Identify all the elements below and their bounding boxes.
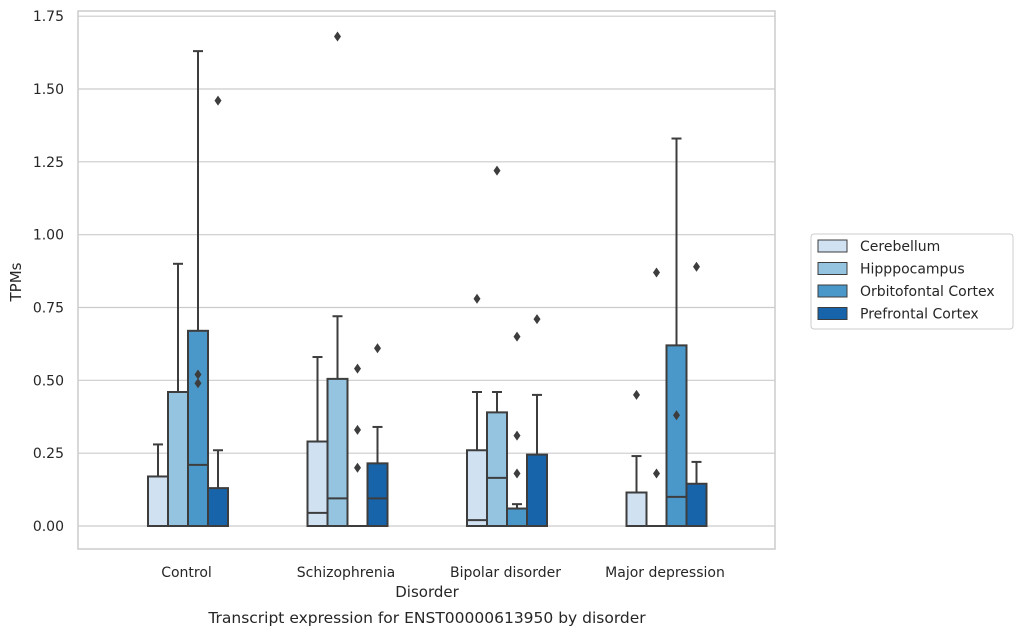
y-tick-label: 1.00	[33, 228, 64, 244]
box-iqr	[187, 329, 209, 527]
x-tick-label: Bipolar disorder	[450, 565, 561, 581]
box-cerebellum	[625, 389, 648, 528]
box-prefrontal-cortex	[366, 343, 389, 528]
outlier-point	[513, 468, 521, 479]
box-iqr	[665, 344, 688, 527]
outlier-point	[194, 378, 202, 389]
outlier-point	[513, 331, 521, 342]
box-cerebellum	[466, 293, 488, 527]
y-tick-label: 1.50	[33, 82, 64, 98]
x-tick-labels: Control Schizophrenia Bipolar disorder Majo…	[161, 565, 725, 581]
outlier-point	[673, 410, 680, 421]
legend: Cerebellum Hipppocampus Orbitofontal Corte…	[810, 233, 1014, 330]
y-tick-label: 0.50	[33, 373, 64, 389]
y-tick-label: 0.25	[33, 446, 64, 462]
chart-caption: Transcript expression for ENST0000061395…	[207, 609, 646, 627]
box-iqr	[685, 482, 708, 527]
box-iqr	[466, 449, 488, 527]
outlier-point	[214, 95, 222, 106]
box-iqr	[326, 377, 349, 528]
box-hipppocampus	[326, 31, 349, 528]
box-orbitofontal-cortex	[347, 363, 368, 527]
legend-label: Hipppocampus	[860, 262, 965, 278]
outlier-point	[374, 343, 381, 354]
legend-frame	[810, 233, 1014, 330]
box-iqr	[167, 390, 189, 527]
y-tick-label: 0.00	[33, 519, 64, 535]
legend-label: Prefrontal Cortex	[860, 307, 979, 323]
box-orbitofontal-cortex	[665, 137, 688, 527]
outlier-point	[194, 369, 202, 380]
plot-frame	[77, 10, 776, 550]
outlier-point	[693, 261, 700, 272]
box-iqr	[207, 487, 229, 528]
outlier-point	[493, 165, 501, 176]
box-hipppocampus	[646, 267, 667, 527]
box-cerebellum	[147, 443, 169, 527]
outlier-point	[633, 389, 640, 400]
y-axis-label: TPMs	[7, 262, 25, 302]
outlier-point	[354, 462, 361, 473]
box-iqr	[526, 453, 548, 527]
x-tick-label: Control	[161, 565, 212, 581]
y-tick-labels: 0.00 0.25 0.50 0.75 1.00 1.25 1.50 1.75	[33, 9, 64, 535]
legend-swatch	[817, 307, 848, 320]
box-prefrontal-cortex	[526, 314, 548, 527]
x-axis-label: Disorder	[395, 583, 459, 601]
legend-label: Cerebellum	[860, 239, 940, 255]
y-tick-label: 1.25	[33, 155, 64, 171]
box-orbitofontal-cortex	[506, 331, 528, 527]
legend-swatch	[817, 284, 848, 298]
legend-swatch	[817, 262, 848, 275]
outlier-point	[513, 430, 521, 441]
outlier-point	[354, 363, 361, 374]
outlier-point	[334, 31, 341, 42]
box-hipppocampus	[167, 262, 189, 527]
outlier-point	[653, 468, 660, 479]
box-plots	[147, 31, 708, 528]
y-tick-label: 0.75	[33, 301, 64, 317]
x-tick-label: Schizophrenia	[297, 565, 395, 581]
outlier-point	[653, 267, 660, 278]
y-tick-label: 1.75	[33, 9, 64, 25]
legend-swatch	[817, 239, 848, 253]
outlier-point	[473, 293, 481, 304]
box-orbitofontal-cortex	[187, 50, 209, 527]
x-tick-label: Major depression	[605, 565, 725, 581]
box-cerebellum	[306, 356, 329, 527]
box-iqr	[486, 411, 508, 528]
box-hipppocampus	[486, 165, 508, 528]
box-prefrontal-cortex	[685, 261, 708, 527]
box-iqr	[625, 491, 648, 528]
outlier-point	[533, 314, 541, 325]
box-prefrontal-cortex	[207, 95, 229, 528]
box-iqr	[506, 507, 528, 527]
legend-label: Orbitofontal Cortex	[860, 284, 995, 300]
box-iqr	[147, 475, 169, 527]
box-iqr	[366, 462, 389, 528]
outlier-point	[354, 424, 361, 435]
